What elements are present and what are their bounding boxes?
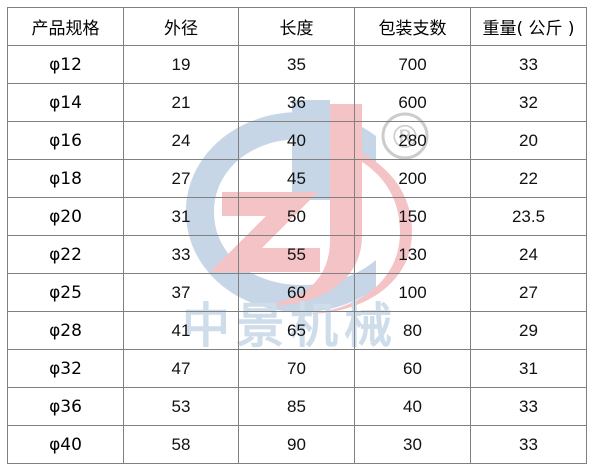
cell-pack-qty: 200 — [354, 159, 471, 198]
table-row: φ18 27 45 200 22 — [7, 159, 587, 198]
cell-length: 36 — [238, 83, 355, 122]
cell-weight: 31 — [470, 349, 587, 388]
cell-outer-diameter: 19 — [123, 45, 239, 84]
table-row: φ25 37 60 100 27 — [7, 273, 587, 312]
product-spec-table: 产品规格 外径 长度 包装支数 重量( 公斤 ) φ12 19 35 700 33 φ14… — [7, 7, 587, 464]
cell-pack-qty: 150 — [354, 197, 471, 236]
column-header-spec: 产品规格 — [7, 7, 124, 46]
table-body: φ12 19 35 700 33 φ14 21 36 600 32 φ16 24 40 280 20 φ18 2… — [7, 45, 587, 464]
table-row: φ32 47 70 60 31 — [7, 349, 587, 388]
cell-spec: φ36 — [7, 387, 124, 426]
cell-weight: 22 — [470, 159, 587, 198]
cell-length: 70 — [238, 349, 355, 388]
cell-spec: φ14 — [7, 83, 124, 122]
table-row: φ14 21 36 600 32 — [7, 83, 587, 122]
column-header-outer-diameter: 外径 — [123, 7, 239, 46]
table-container: 产品规格 外径 长度 包装支数 重量( 公斤 ) φ12 19 35 700 33 φ14… — [7, 7, 587, 464]
cell-pack-qty: 600 — [354, 83, 471, 122]
cell-length: 60 — [238, 273, 355, 312]
cell-spec: φ40 — [7, 425, 124, 464]
cell-weight: 20 — [470, 121, 587, 160]
cell-outer-diameter: 53 — [123, 387, 239, 426]
table-header: 产品规格 外径 长度 包装支数 重量( 公斤 ) — [7, 7, 587, 46]
cell-length: 45 — [238, 159, 355, 198]
cell-pack-qty: 130 — [354, 235, 471, 274]
cell-length: 50 — [238, 197, 355, 236]
cell-outer-diameter: 33 — [123, 235, 239, 274]
cell-outer-diameter: 21 — [123, 83, 239, 122]
cell-length: 35 — [238, 45, 355, 84]
cell-weight: 32 — [470, 83, 587, 122]
column-header-pack-qty: 包装支数 — [354, 7, 471, 46]
cell-weight: 33 — [470, 387, 587, 426]
cell-length: 90 — [238, 425, 355, 464]
cell-spec: φ28 — [7, 311, 124, 350]
cell-spec: φ16 — [7, 121, 124, 160]
cell-length: 85 — [238, 387, 355, 426]
cell-pack-qty: 40 — [354, 387, 471, 426]
cell-weight: 33 — [470, 425, 587, 464]
cell-length: 55 — [238, 235, 355, 274]
table-row: φ16 24 40 280 20 — [7, 121, 587, 160]
table-row: φ40 58 90 30 33 — [7, 425, 587, 464]
cell-weight: 23.5 — [470, 197, 587, 236]
cell-spec: φ12 — [7, 45, 124, 84]
cell-pack-qty: 60 — [354, 349, 471, 388]
table-row: φ20 31 50 150 23.5 — [7, 197, 587, 236]
cell-outer-diameter: 24 — [123, 121, 239, 160]
cell-outer-diameter: 37 — [123, 273, 239, 312]
cell-length: 65 — [238, 311, 355, 350]
cell-pack-qty: 700 — [354, 45, 471, 84]
cell-pack-qty: 30 — [354, 425, 471, 464]
cell-weight: 24 — [470, 235, 587, 274]
cell-spec: φ18 — [7, 159, 124, 198]
table-row: φ28 41 65 80 29 — [7, 311, 587, 350]
cell-spec: φ25 — [7, 273, 124, 312]
cell-pack-qty: 100 — [354, 273, 471, 312]
column-header-weight: 重量( 公斤 ) — [470, 7, 587, 46]
table-row: φ22 33 55 130 24 — [7, 235, 587, 274]
cell-outer-diameter: 58 — [123, 425, 239, 464]
cell-outer-diameter: 47 — [123, 349, 239, 388]
cell-pack-qty: 80 — [354, 311, 471, 350]
cell-spec: φ20 — [7, 197, 124, 236]
cell-spec: φ32 — [7, 349, 124, 388]
cell-weight: 27 — [470, 273, 587, 312]
table-row: φ12 19 35 700 33 — [7, 45, 587, 84]
table-row: φ36 53 85 40 33 — [7, 387, 587, 426]
cell-outer-diameter: 31 — [123, 197, 239, 236]
cell-length: 40 — [238, 121, 355, 160]
cell-pack-qty: 280 — [354, 121, 471, 160]
header-row: 产品规格 外径 长度 包装支数 重量( 公斤 ) — [7, 7, 587, 46]
cell-weight: 33 — [470, 45, 587, 84]
cell-weight: 29 — [470, 311, 587, 350]
cell-outer-diameter: 41 — [123, 311, 239, 350]
cell-outer-diameter: 27 — [123, 159, 239, 198]
cell-spec: φ22 — [7, 235, 124, 274]
column-header-length: 长度 — [238, 7, 355, 46]
